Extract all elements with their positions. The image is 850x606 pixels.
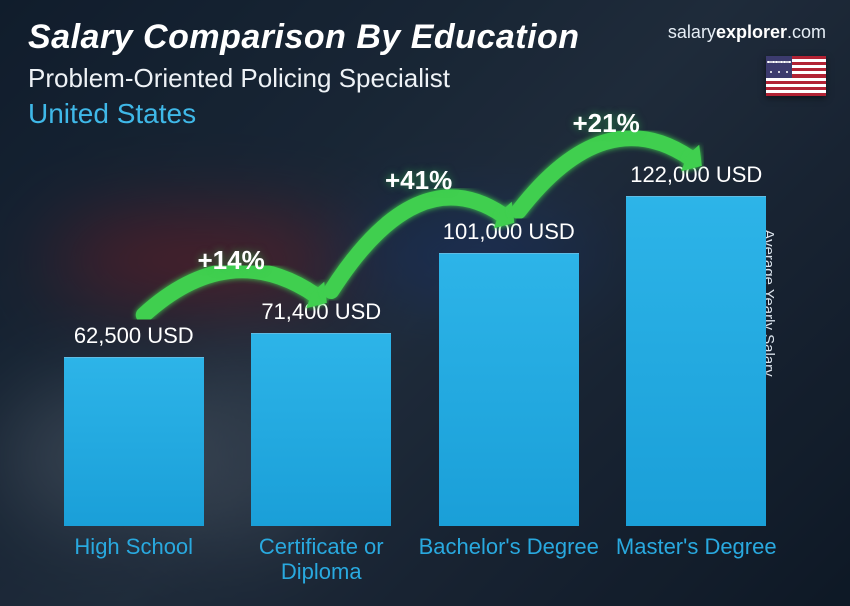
page-subtitle: Problem-Oriented Policing Specialist <box>28 63 822 94</box>
bar-group: 101,000 USD Bachelor's Degree <box>415 146 603 586</box>
bar-value: 101,000 USD <box>443 219 575 245</box>
bar <box>439 253 579 526</box>
brand-prefix: salary <box>668 22 716 42</box>
brand-logo: salaryexplorer.com <box>668 22 826 43</box>
bar-chart: 62,500 USD High School 71,400 USD Certifica… <box>40 146 790 586</box>
bar-value: 71,400 USD <box>261 299 381 325</box>
bar-group: 71,400 USD Certificate or Diploma <box>228 146 416 586</box>
bar-label: Bachelor's Degree <box>419 534 599 586</box>
bar-group: 62,500 USD High School <box>40 146 228 586</box>
bar <box>626 196 766 526</box>
brand-suffix: .com <box>787 22 826 42</box>
bar-value: 62,500 USD <box>74 323 194 349</box>
bar <box>64 357 204 526</box>
increase-pct-label: +14% <box>198 245 265 276</box>
bar <box>251 333 391 526</box>
country-label: United States <box>28 98 822 130</box>
brand-bold: explorer <box>716 22 787 42</box>
bar-label: Master's Degree <box>616 534 777 586</box>
bar-value: 122,000 USD <box>630 162 762 188</box>
flag-icon <box>766 56 826 96</box>
bar-label: High School <box>74 534 193 586</box>
bar-group: 122,000 USD Master's Degree <box>603 146 791 586</box>
increase-pct-label: +41% <box>385 165 452 196</box>
flag-canton <box>766 56 792 78</box>
bar-label: Certificate or Diploma <box>228 534 416 586</box>
increase-pct-label: +21% <box>573 108 640 139</box>
